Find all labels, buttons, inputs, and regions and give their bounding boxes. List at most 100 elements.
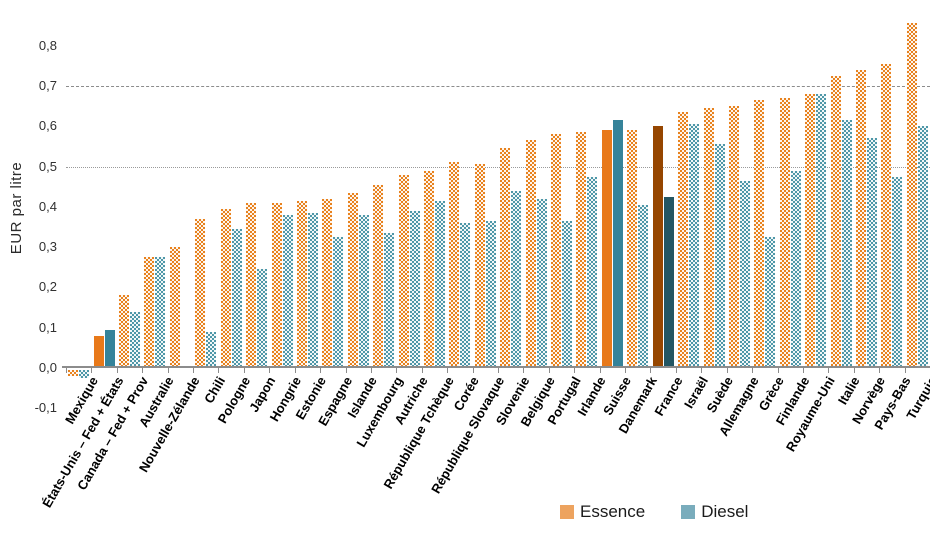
bar-nouvelle-zelande-essence [169, 247, 180, 368]
legend: Essence Diesel [560, 502, 748, 522]
gridline-0.5 [66, 166, 930, 168]
x-tick [879, 368, 881, 373]
x-tick [396, 368, 398, 373]
bar-royaume-uni-diesel [816, 93, 827, 368]
x-tick [91, 368, 93, 373]
y-tick-label-0_3: 0,3 [38, 239, 57, 255]
y-tick-label-0_2: 0,2 [38, 279, 57, 295]
bar-pays-bas-essence [881, 63, 892, 368]
bar-portugal-essence [551, 134, 562, 368]
x-tick [802, 368, 804, 373]
bar-israel-essence [678, 112, 689, 368]
bar-hongrie-diesel [282, 214, 293, 368]
bar-hongrie-essence [271, 202, 282, 368]
bar-norvege-essence [855, 69, 866, 368]
bar-royaume-uni-essence [805, 93, 816, 368]
bar-chili-diesel [206, 331, 217, 368]
bar-pologne-diesel [231, 228, 242, 368]
essence-swatch-icon [560, 505, 574, 519]
bar-grece-essence [754, 100, 765, 368]
bar-turquie-essence [906, 23, 917, 368]
x-tick [447, 368, 449, 373]
bar-slovenie-diesel [511, 190, 522, 368]
x-tick [294, 368, 296, 373]
x-tick [320, 368, 322, 373]
plot-area [66, 20, 930, 379]
bar-etats-unis-fed-etats-diesel [104, 329, 115, 368]
x-tick [370, 368, 372, 373]
bar-autriche-essence [398, 174, 409, 368]
x-tick [167, 368, 169, 373]
bar-pays-bas-diesel [892, 176, 903, 368]
x-axis-line [62, 366, 930, 368]
x-tick [66, 368, 67, 373]
bar-japon-diesel [257, 269, 268, 368]
bar-espagne-diesel [333, 237, 344, 368]
bar-danemark-essence [627, 130, 638, 368]
y-tick-label-0_0: 0,0 [38, 360, 57, 375]
x-tick [853, 368, 855, 373]
y-tick-label-0_5: 0,5 [38, 158, 57, 174]
bar-portugal-diesel [562, 220, 573, 368]
x-tick [777, 368, 779, 373]
x-tick [726, 368, 728, 373]
bar-islande-essence [347, 192, 358, 368]
bar-coree-diesel [460, 222, 471, 368]
bar-mexique-essence [68, 370, 79, 377]
bar-allemagne-essence [728, 106, 739, 368]
bar-israel-diesel [689, 124, 700, 368]
legend-label-essence: Essence [580, 502, 646, 521]
legend-label-diesel: Diesel [701, 502, 749, 521]
bar-autriche-diesel [409, 210, 420, 368]
bar-belgique-diesel [536, 198, 547, 368]
x-tick [523, 368, 525, 373]
bar-italie-diesel [841, 120, 852, 368]
bar-danemark-diesel [638, 204, 649, 368]
bar-japon-essence [246, 202, 257, 368]
x-tick [675, 368, 677, 373]
bar-canada-fed-prov-diesel [130, 311, 141, 368]
bar-republique-tcheque-diesel [434, 200, 445, 368]
x-tick [752, 368, 754, 373]
bar-espagne-essence [322, 198, 333, 368]
legend-item-essence: Essence [560, 502, 645, 522]
y-tick-label-0_6: 0,6 [38, 118, 57, 134]
x-tick [193, 368, 195, 373]
bar-etats-unis-fed-etats-essence [93, 335, 104, 368]
bar-belgique-essence [525, 140, 536, 368]
x-tick [650, 368, 652, 373]
x-tick [472, 368, 474, 373]
bar-suede-essence [703, 108, 714, 368]
gridline-0.7 [66, 85, 930, 87]
bar-italie-essence [830, 75, 841, 368]
x-tick [269, 368, 271, 373]
bar-suisse-diesel [612, 120, 623, 368]
x-tick [218, 368, 220, 373]
bar-islande-diesel [358, 214, 369, 368]
x-tick [421, 368, 423, 373]
x-tick [904, 368, 906, 373]
x-tick [498, 368, 499, 373]
bar-republique-tcheque-essence [423, 170, 434, 368]
bar-luxembourg-diesel [384, 232, 395, 368]
x-tick [574, 368, 576, 373]
bar-suede-diesel [714, 144, 725, 368]
bar-slovenie-essence [500, 148, 511, 368]
bar-coree-essence [449, 162, 460, 368]
bar-australie-diesel [155, 257, 166, 368]
x-tick [243, 368, 245, 373]
bar-pologne-essence [220, 208, 231, 368]
bar-turquie-diesel [917, 126, 928, 368]
bar-republique-slovaque-essence [474, 164, 485, 368]
bar-estonie-essence [296, 200, 307, 368]
bar-france-diesel [663, 196, 674, 368]
bar-irlande-essence [576, 132, 587, 368]
bar-chili-essence [195, 218, 206, 368]
x-tick [625, 368, 627, 373]
bar-irlande-diesel [587, 176, 598, 368]
y-tick-label-0_1: 0,1 [38, 319, 57, 335]
bar-republique-slovaque-diesel [485, 220, 496, 368]
bar-allemagne-diesel [739, 180, 750, 368]
x-tick [828, 368, 830, 373]
